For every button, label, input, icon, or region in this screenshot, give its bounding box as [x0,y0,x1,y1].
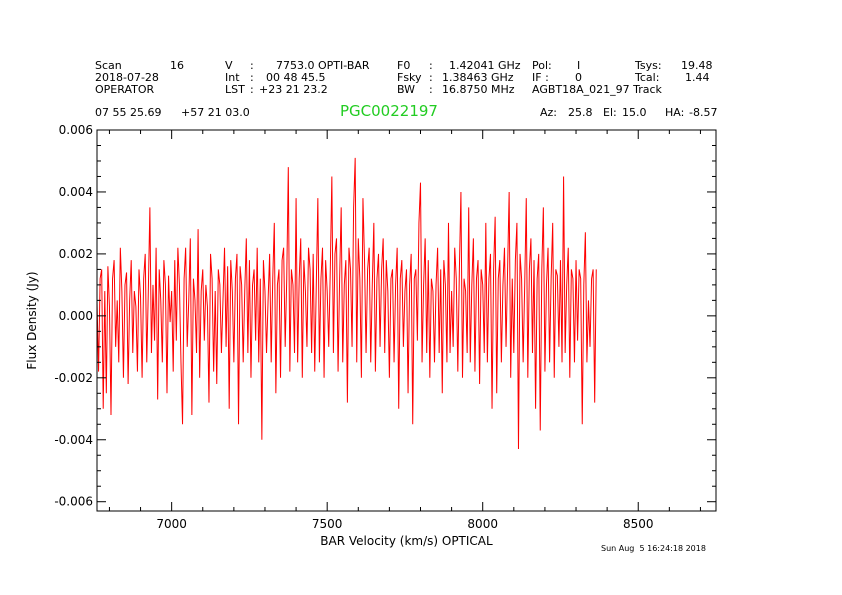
el-label: El: [603,106,617,119]
if-label: IF : [532,71,549,84]
y-tick-label: -0.006 [54,495,93,509]
plot-timestamp: Sun Aug 5 16:24:18 2018 [601,544,706,553]
source-name: PGC0022197 [340,102,438,120]
velocity-sep: : [250,59,254,72]
spectrum-trace [96,157,597,450]
tsys-label: Tsys: [635,59,662,72]
y-tick-label: -0.004 [54,433,93,447]
y-tick-label: 0.004 [59,185,93,199]
scan-label: Scan [95,59,122,72]
velocity-label: V [225,59,233,72]
az-label: Az: [540,106,558,119]
int-value: 00 48 45.5 [266,71,326,84]
y-tick-label: -0.002 [54,371,93,385]
int-label: Int [225,71,240,84]
velocity-value: 7753.0 OPTI-BAR [276,59,370,72]
x-tick-label: 7000 [156,517,187,531]
lst-value: +23 21 23.2 [259,83,328,96]
f0-sep: : [429,59,433,72]
bw-sep: : [429,83,433,96]
tsys-value: 19.48 [681,59,713,72]
dec-coordinate: +57 21 03.0 [181,106,250,119]
x-axis-title: BAR Velocity (km/s) OPTICAL [320,534,493,548]
x-tick-label: 7500 [312,517,343,531]
f0-value: 1.42041 GHz [449,59,521,72]
operator: OPERATOR [95,83,155,96]
fsky-sep: : [429,71,433,84]
y-tick-label: 0.006 [59,123,93,137]
x-tick-label: 8000 [467,517,498,531]
f0-label: F0 [397,59,411,72]
scan-value: 16 [170,59,184,72]
ra-coordinate: 07 55 25.69 [95,106,162,119]
bw-value: 16.8750 MHz [442,83,515,96]
fsky-value: 1.38463 GHz [442,71,514,84]
pol-label: Pol: [532,59,552,72]
y-tick-label: 0.002 [59,247,93,261]
y-tick-label: 0.000 [59,309,93,323]
if-value: 0 [575,71,582,84]
bw-label: BW [397,83,416,96]
tcal-value: 1.44 [685,71,710,84]
project-id: AGBT18A_021_97 Track [532,83,662,96]
ha-value: -8.57 [689,106,718,119]
y-axis-title: Flux Density (Jy) [25,271,39,369]
az-value: 25.8 [568,106,593,119]
obs-date: 2018-07-28 [95,71,159,84]
x-tick-label: 8500 [623,517,654,531]
int-sep: : [250,71,254,84]
tcal-label: Tcal: [635,71,660,84]
plot-frame [96,129,717,512]
lst-label: LST [225,83,245,96]
lst-sep: : [250,83,254,96]
ha-label: HA: [665,106,685,119]
fsky-label: Fsky [397,71,422,84]
el-value: 15.0 [622,106,647,119]
pol-value: I [577,59,581,72]
